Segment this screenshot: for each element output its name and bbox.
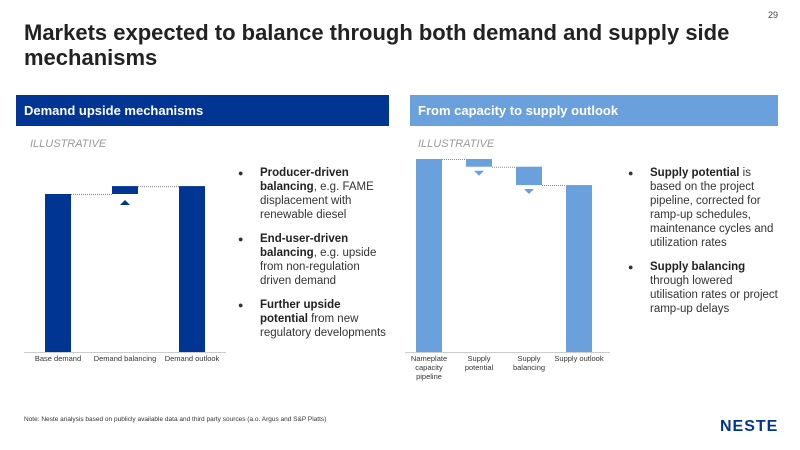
bullet-item: Producer-driven balancing, e.g. FAME dis… <box>238 166 388 222</box>
bar <box>566 185 592 352</box>
illustrative-tag: ILLUSTRATIVE <box>418 138 495 150</box>
bar <box>179 186 205 352</box>
category-label: Demand balancing <box>94 354 157 363</box>
supply-section-header: From capacity to supply outlook <box>410 95 778 126</box>
supply-waterfall-chart: Nameplate capacity pipeline Supply potential… <box>405 159 610 381</box>
category-label: Supply balancing <box>513 354 545 372</box>
bullet-item: Supply balancing through lowered utilisa… <box>628 260 778 316</box>
category-label: Supply outlook <box>554 354 603 363</box>
demand-section-header: Demand upside mechanisms <box>16 95 389 126</box>
down-arrow-icon <box>474 170 484 176</box>
bar <box>516 166 542 186</box>
footnote: Note: Neste analysis based on publicly a… <box>24 416 327 423</box>
page-title: Markets expected to balance through both… <box>24 20 730 70</box>
page-number: 29 <box>768 10 779 20</box>
bar <box>416 159 442 352</box>
neste-logo: NESTE <box>720 418 779 435</box>
down-arrow-icon <box>524 189 534 195</box>
category-label: Base demand <box>35 354 81 363</box>
bar <box>45 194 71 352</box>
category-label: Nameplate capacity pipeline <box>411 354 447 381</box>
bullet-item: End-user-driven balancing, e.g. upside f… <box>238 232 388 288</box>
bar <box>112 186 138 194</box>
bullet-item: Supply potential is based on the project… <box>628 166 778 250</box>
category-label: Supply potential <box>465 354 494 372</box>
bar <box>466 159 492 167</box>
bullet-item: Further upside potential from new regula… <box>238 298 388 340</box>
demand-waterfall-chart: Base demand Demand balancing Demand outloo… <box>24 186 226 363</box>
illustrative-tag: ILLUSTRATIVE <box>30 138 107 150</box>
supply-bullets: Supply potential is based on the project… <box>628 166 778 326</box>
up-arrow-icon <box>120 200 130 205</box>
category-label: Demand outlook <box>165 354 220 363</box>
demand-bullets: Producer-driven balancing, e.g. FAME dis… <box>238 166 388 350</box>
